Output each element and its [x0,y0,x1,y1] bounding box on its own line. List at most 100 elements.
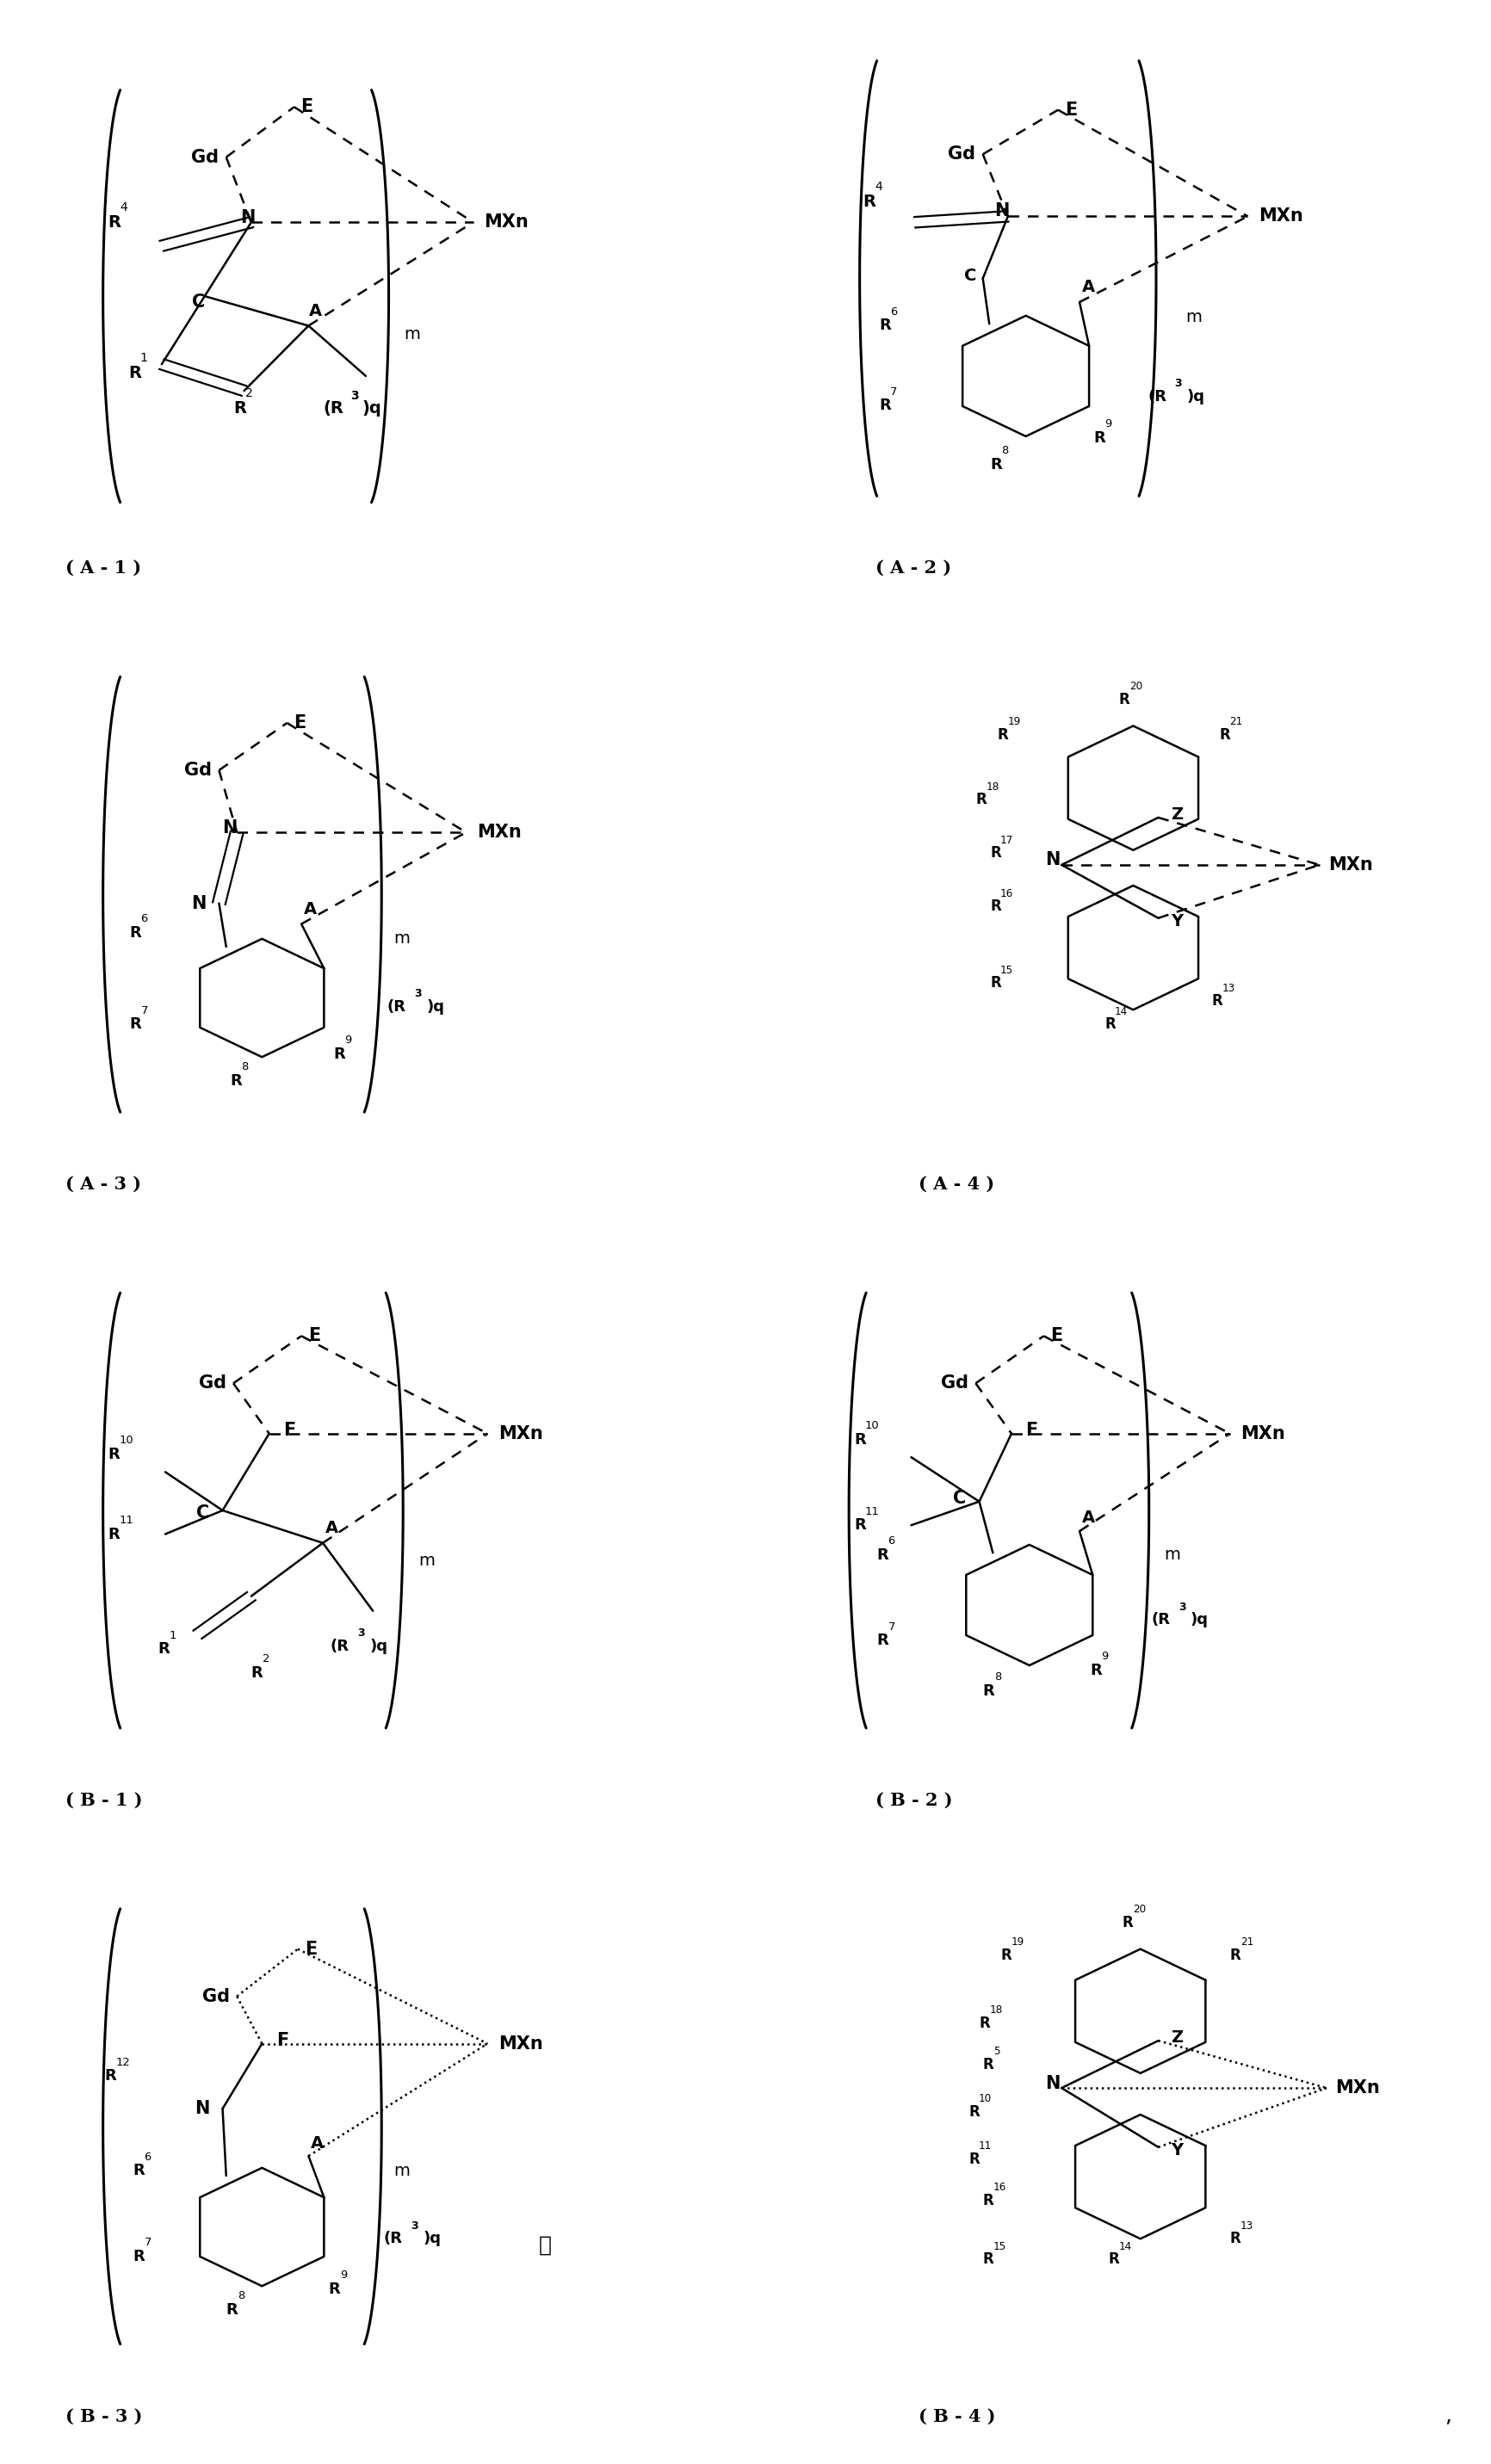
Text: N: N [1045,853,1060,870]
Text: 11: 11 [119,1515,134,1525]
Text: A: A [303,902,316,917]
Text: ( B - 4 ): ( B - 4 ) [918,2407,994,2425]
Text: (R: (R [1147,389,1166,404]
Text: R: R [250,1666,262,1680]
Text: E: E [309,1328,321,1345]
Text: (R: (R [1151,1611,1169,1629]
Text: R: R [1000,1947,1011,1964]
Text: R: R [230,1072,242,1089]
Text: Gd: Gd [198,1375,227,1392]
Text: E: E [294,715,306,732]
Text: MXn: MXn [483,214,528,232]
Text: R: R [1103,1018,1115,1032]
Text: 9: 9 [340,2269,346,2282]
Text: R: R [107,1525,119,1542]
Text: C: C [963,266,975,283]
Text: MXn: MXn [498,2035,543,2053]
Text: R: R [104,2067,116,2085]
Text: 3: 3 [410,2220,417,2232]
Text: E: E [304,1942,316,1956]
Text: R: R [1093,431,1105,446]
Text: 20: 20 [1129,680,1142,692]
Text: MXn: MXn [477,823,520,840]
Text: ( A - 3 ): ( A - 3 ) [66,1175,140,1193]
Text: (R: (R [330,1639,349,1653]
Text: R: R [1121,1915,1133,1929]
Text: E: E [1050,1328,1062,1345]
Text: E: E [301,99,313,116]
Text: MXn: MXn [498,1424,543,1441]
Text: 4: 4 [874,180,881,192]
Text: 14: 14 [1114,1005,1127,1018]
Text: 21: 21 [1239,1937,1252,1947]
Text: R: R [996,727,1008,742]
Text: 6: 6 [887,1535,895,1547]
Text: 12: 12 [115,2057,130,2067]
Text: 3: 3 [356,1629,364,1639]
Text: ( B - 3 ): ( B - 3 ) [66,2407,142,2425]
Text: m: m [1185,308,1202,325]
Text: m: m [419,1552,434,1570]
Text: 8: 8 [1000,446,1008,456]
Text: R: R [1090,1663,1102,1678]
Text: 5: 5 [993,2045,999,2057]
Text: MXn: MXn [1334,2080,1379,2097]
Text: R: R [990,845,1000,860]
Text: 11: 11 [978,2141,992,2151]
Text: R: R [877,1547,889,1562]
Text: C: C [953,1491,966,1508]
Text: R: R [877,1634,889,1648]
Text: 6: 6 [145,2151,151,2163]
Text: ( B - 1 ): ( B - 1 ) [66,1791,142,1809]
Text: 14: 14 [1118,2242,1130,2252]
Text: A: A [309,303,322,320]
Text: Y: Y [1170,912,1182,929]
Text: (R: (R [322,399,343,416]
Text: )q: )q [370,1639,388,1653]
Text: 3: 3 [414,988,422,1000]
Text: 17: 17 [1000,835,1012,845]
Text: 10: 10 [865,1419,878,1432]
Text: Gd: Gd [185,761,212,779]
Text: 19: 19 [1011,1937,1024,1947]
Text: ( A - 2 ): ( A - 2 ) [875,559,951,577]
Text: R: R [130,1018,142,1032]
Text: 1: 1 [140,352,148,365]
Text: R: R [862,192,875,209]
Text: 2: 2 [262,1653,270,1666]
Text: R: R [334,1047,346,1062]
Text: 6: 6 [140,914,148,924]
Text: Gd: Gd [941,1375,968,1392]
Text: R: R [227,2301,239,2319]
Text: m: m [394,2163,410,2178]
Text: 4: 4 [119,202,128,214]
Text: 13: 13 [1221,983,1235,993]
Text: R: R [130,924,142,941]
Text: 7: 7 [890,387,898,397]
Text: E: E [1065,101,1077,118]
Text: R: R [990,976,1000,991]
Text: C: C [192,293,206,310]
Text: Z: Z [1170,2030,1182,2045]
Text: Y: Y [1170,2141,1182,2158]
Text: )q: )q [1187,389,1205,404]
Text: m: m [1164,1547,1179,1562]
Text: R: R [983,2193,993,2208]
Text: ( A - 4 ): ( A - 4 ) [918,1175,993,1193]
Text: m: m [404,325,420,342]
Text: Gd: Gd [191,148,219,165]
Text: R: R [968,2104,980,2119]
Text: 15: 15 [993,2242,1005,2252]
Text: 3: 3 [1178,1602,1185,1611]
Text: 2: 2 [245,387,253,399]
Text: N: N [195,2099,210,2117]
Text: R: R [1229,2230,1241,2247]
Text: 21: 21 [1229,717,1242,727]
Text: 10: 10 [119,1434,133,1446]
Text: R: R [1218,727,1230,742]
Text: 10: 10 [978,2094,992,2104]
Text: 和: 和 [538,2235,552,2255]
Text: A: A [1081,1510,1094,1525]
Text: ( B - 2 ): ( B - 2 ) [875,1791,951,1809]
Text: 7: 7 [140,1005,148,1015]
